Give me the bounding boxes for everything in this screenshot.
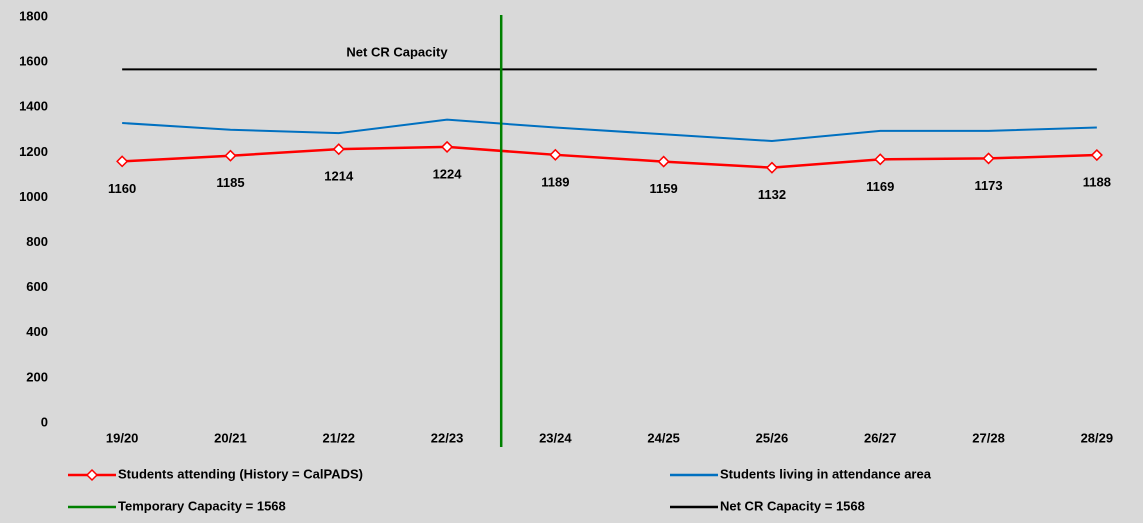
x-tick-label: 28/29: [1081, 430, 1114, 445]
x-tick-label: 24/25: [647, 430, 680, 445]
x-tick-label: 20/21: [214, 430, 247, 445]
y-tick-label: 1800: [19, 8, 48, 23]
data-label: 1173: [974, 178, 1002, 193]
series-line: [122, 145, 1097, 169]
data-label: 1185: [216, 175, 244, 190]
data-label: 1169: [866, 179, 894, 194]
y-tick-label: 400: [26, 324, 48, 339]
legend-label: Students living in attendance area: [720, 466, 932, 481]
y-tick-label: 1000: [19, 189, 48, 204]
series-line: [122, 118, 1097, 143]
data-label: 1224: [433, 166, 463, 181]
data-label: 1160: [108, 181, 136, 196]
data-label: 1132: [758, 187, 786, 202]
y-tick-label: 600: [26, 279, 48, 294]
marker: [224, 149, 237, 162]
x-tick-label: 27/28: [972, 430, 1005, 445]
x-tick-label: 22/23: [431, 430, 464, 445]
x-tick-label: 23/24: [539, 430, 572, 445]
marker: [332, 143, 345, 156]
x-tick-label: 21/22: [322, 430, 355, 445]
data-label: 1159: [650, 181, 678, 196]
y-tick-label: 1200: [19, 144, 48, 159]
legend-label: Net CR Capacity = 1568: [720, 498, 865, 513]
marker: [1090, 148, 1103, 162]
y-tick-label: 0: [41, 414, 48, 429]
y-tick-label: 1400: [19, 99, 48, 114]
legend-label: Temporary Capacity = 1568: [118, 498, 286, 513]
annotation: Net CR Capacity: [346, 44, 448, 59]
x-tick-label: 25/26: [756, 430, 789, 445]
data-label: 1214: [324, 169, 354, 184]
marker: [549, 148, 562, 161]
legend-marker: [85, 468, 99, 482]
marker: [657, 155, 670, 168]
y-tick-label: 800: [26, 234, 48, 249]
x-tick-label: 19/20: [106, 430, 139, 445]
y-tick-label: 1600: [19, 54, 48, 69]
legend-label: Students attending (History = CalPADS): [118, 466, 363, 481]
data-label: 1189: [541, 174, 569, 189]
marker: [874, 153, 887, 166]
x-tick-label: 26/27: [864, 430, 897, 445]
y-tick-label: 200: [26, 369, 48, 384]
marker: [982, 152, 995, 165]
marker: [440, 140, 454, 153]
marker: [116, 155, 129, 168]
data-label: 1188: [1083, 174, 1111, 189]
marker: [765, 161, 779, 174]
